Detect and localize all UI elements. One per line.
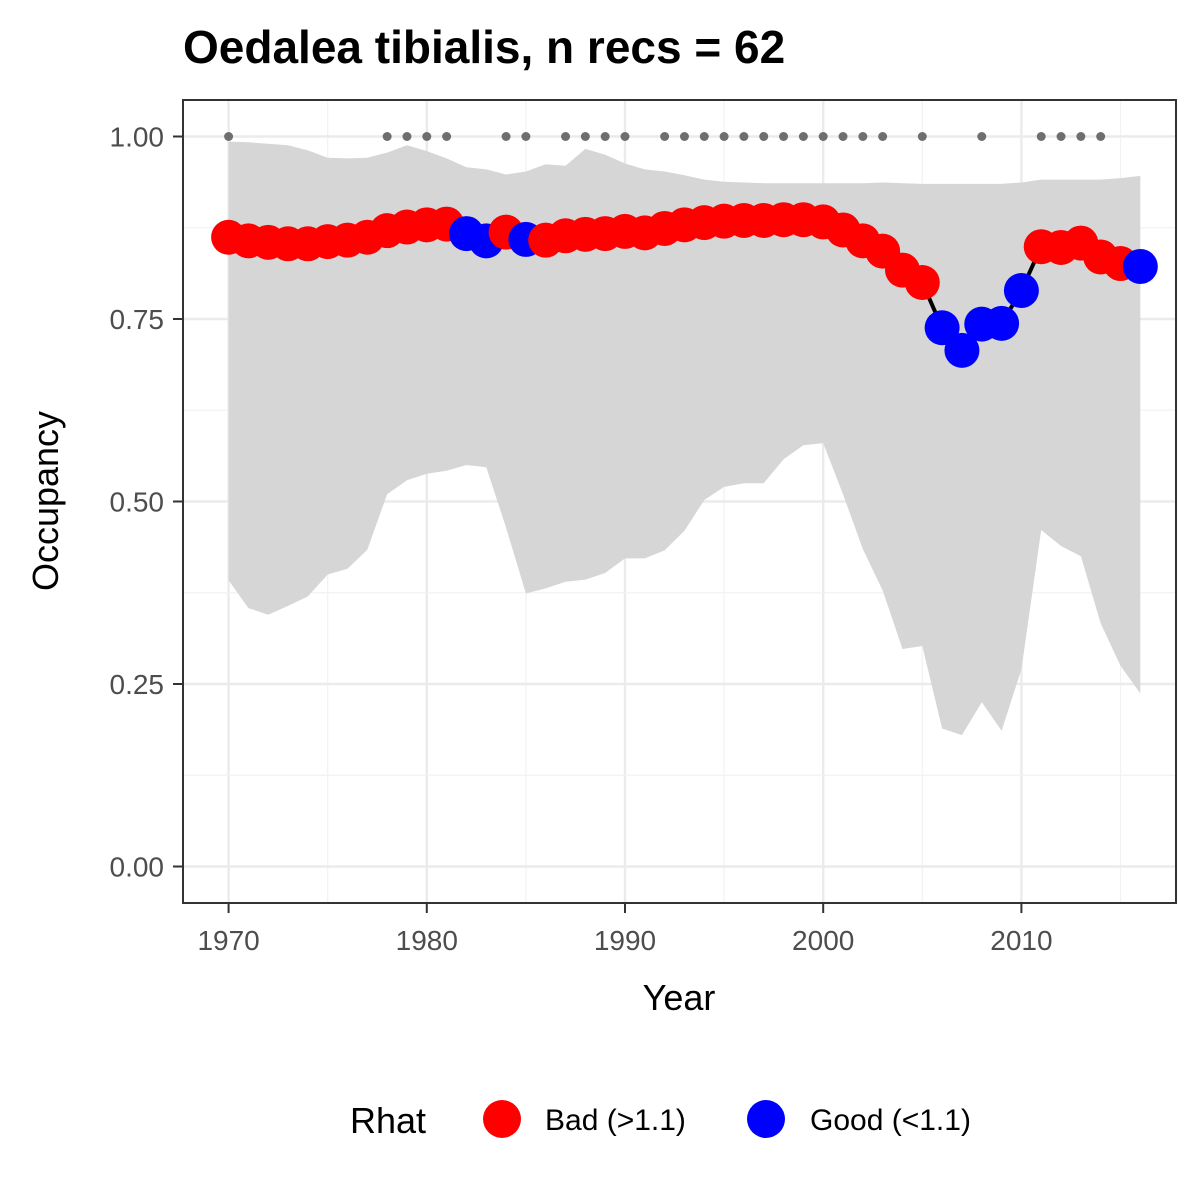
x-tick-label: 2000 [792, 925, 854, 956]
record-point [719, 132, 729, 141]
x-tick-label: 1990 [594, 925, 656, 956]
record-point [620, 132, 630, 141]
record-point [798, 132, 808, 141]
occupancy-points [211, 202, 1158, 368]
occupancy-point [1003, 273, 1039, 309]
record-point [442, 132, 452, 141]
record-point [224, 132, 234, 141]
y-tick-label: 0.00 [110, 852, 165, 883]
record-point [580, 132, 590, 141]
record-point [699, 132, 709, 141]
y-tick-label: 0.75 [110, 304, 165, 335]
chart-title: Oedalea tibialis, n recs = 62 [183, 21, 785, 73]
legend-label-good: Good (<1.1) [810, 1104, 971, 1137]
y-axis: 0.00 0.25 0.50 0.75 1.00 [110, 122, 183, 883]
y-tick-label: 0.25 [110, 669, 165, 700]
record-point [818, 132, 828, 141]
y-axis-title: Occupancy [25, 411, 66, 591]
record-point [521, 132, 531, 141]
x-axis: 1970 1980 1990 2000 2010 [197, 903, 1053, 956]
occupancy-point [904, 265, 940, 300]
record-point [501, 132, 511, 141]
y-tick-label: 0.50 [110, 487, 165, 518]
legend-label-bad: Bad (>1.1) [545, 1104, 686, 1137]
record-point [1036, 132, 1046, 141]
legend-title: Rhat [350, 1100, 426, 1141]
occupancy-point [1122, 248, 1158, 284]
record-point [739, 132, 749, 141]
record-year-markers [224, 132, 1106, 141]
record-point [1056, 132, 1066, 141]
record-point [600, 132, 610, 141]
x-tick-label: 2010 [990, 925, 1052, 956]
record-point [382, 132, 392, 141]
y-tick-label: 1.00 [110, 122, 165, 153]
record-point [660, 132, 670, 141]
record-point [402, 132, 412, 141]
legend-key-bad [483, 1100, 521, 1138]
record-point [917, 132, 927, 141]
x-tick-label: 1970 [197, 925, 259, 956]
record-point [422, 132, 432, 141]
legend: Rhat Bad (>1.1) Good (<1.1) [350, 1100, 971, 1141]
occupancy-point [924, 310, 960, 346]
record-point [838, 132, 848, 141]
legend-key-good [747, 1100, 785, 1138]
record-point [561, 132, 571, 141]
x-axis-title: Year [643, 977, 716, 1018]
record-point [1096, 132, 1106, 141]
occupancy-point [944, 332, 980, 368]
occupancy-point [984, 305, 1020, 341]
record-point [759, 132, 769, 141]
record-point [679, 132, 689, 141]
record-point [858, 132, 868, 141]
record-point [1076, 132, 1086, 141]
record-point [779, 132, 789, 141]
x-tick-label: 1980 [396, 925, 458, 956]
record-point [977, 132, 987, 141]
record-point [878, 132, 888, 141]
